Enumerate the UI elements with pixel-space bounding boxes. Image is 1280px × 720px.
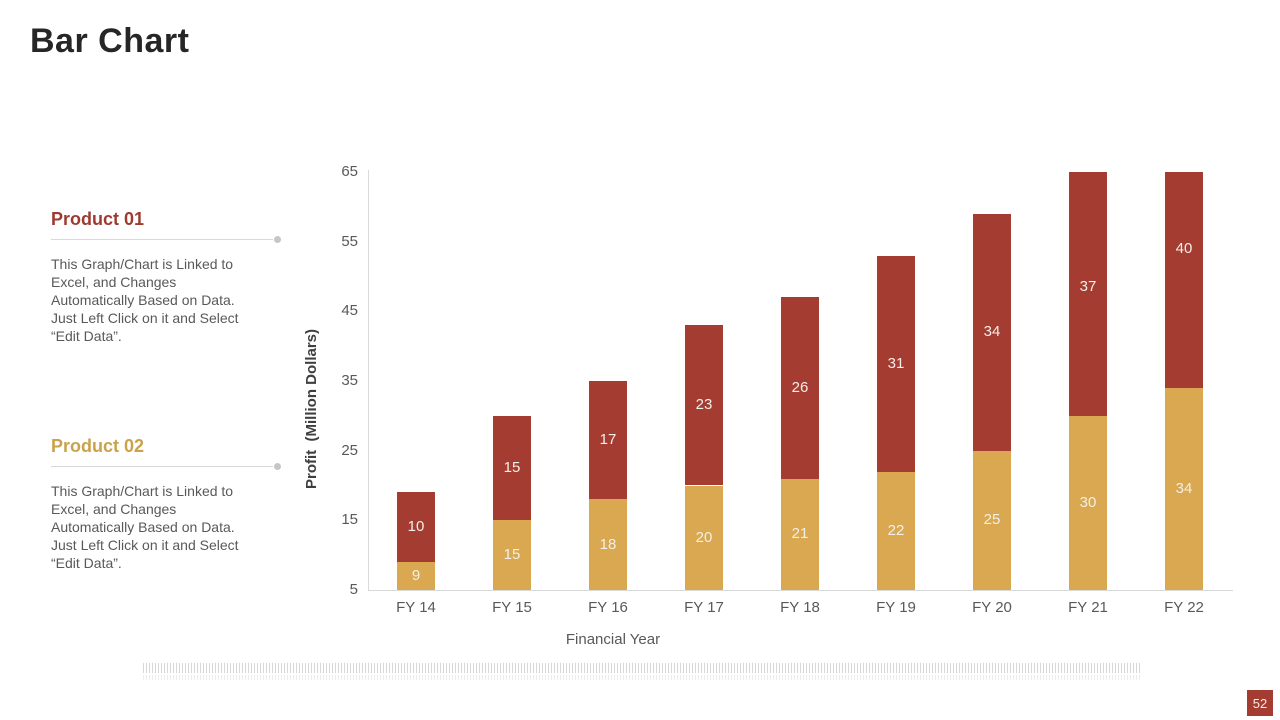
x-category-label: FY 17 <box>684 599 724 616</box>
x-category-label: FY 19 <box>876 599 916 616</box>
bar-value-label: 25 <box>983 511 1001 529</box>
y-tick-label: 15 <box>341 511 358 529</box>
slide-title: Bar Chart <box>30 22 190 60</box>
y-tick-label: 65 <box>341 163 358 180</box>
bar-segment-product01[interactable] <box>973 213 1011 451</box>
y-axis-title: Profit (Million Dollars) <box>303 329 320 489</box>
product-01-description: This Graph/Chart is Linked to Excel, and… <box>51 256 239 344</box>
x-category-label: FY 18 <box>780 599 820 616</box>
decorative-separator <box>143 663 1140 673</box>
x-category-label: FY 16 <box>588 599 628 616</box>
bar-value-label: 23 <box>695 396 713 414</box>
bar-segment-product02[interactable] <box>685 485 723 590</box>
bar-segment-product01[interactable] <box>877 255 915 472</box>
page-number-badge: 52 <box>1247 690 1273 716</box>
bar-value-label: 40 <box>1175 239 1193 257</box>
bar-value-label: 34 <box>983 323 1001 341</box>
stacked-bar-chart[interactable]: Profit (Million Dollars) Financial Year … <box>290 150 1240 655</box>
bar-segment-product02[interactable] <box>1165 387 1203 590</box>
bar-value-label: 18 <box>599 535 617 553</box>
divider-dot <box>274 236 281 243</box>
bar-segment-product01[interactable] <box>493 415 531 521</box>
divider-dot <box>274 463 281 470</box>
x-category-label: FY 20 <box>972 599 1012 616</box>
bar-value-label: 34 <box>1175 479 1193 497</box>
bar-value-label: 20 <box>695 528 713 546</box>
bar-segment-product01[interactable] <box>589 381 627 500</box>
y-tick-label: 55 <box>341 232 358 250</box>
bar-segment-product02[interactable] <box>589 499 627 590</box>
x-axis-title: Financial Year <box>565 631 661 648</box>
bar-value-label: 17 <box>599 431 617 449</box>
x-category-label: FY 21 <box>1068 599 1108 616</box>
product-02-note: Product 02 This Graph/Chart is Linked to… <box>51 436 281 572</box>
x-category-label: FY 15 <box>492 599 532 616</box>
bar-segment-product02[interactable] <box>781 478 819 590</box>
bar-value-label: 31 <box>887 354 905 372</box>
bar-segment-product02[interactable] <box>493 520 531 590</box>
y-tick-label: 5 <box>349 581 358 598</box>
divider-line <box>51 236 281 243</box>
x-category-label: FY 14 <box>396 599 436 616</box>
bar-value-label: 15 <box>503 546 521 564</box>
product-01-note: Product 01 This Graph/Chart is Linked to… <box>51 209 281 345</box>
bar-value-label: 37 <box>1079 277 1097 295</box>
product-02-heading: Product 02 <box>51 436 145 456</box>
x-axis-line <box>368 590 1233 591</box>
bar-segment-product02[interactable] <box>973 450 1011 590</box>
bar-segment-product01[interactable] <box>781 297 819 479</box>
x-category-label: FY 22 <box>1164 599 1204 616</box>
product-01-heading: Product 01 <box>51 209 145 229</box>
y-tick-label: 25 <box>341 441 358 459</box>
bar-segment-product02[interactable] <box>397 562 435 590</box>
bar-segment-product02[interactable] <box>877 471 915 590</box>
product-02-description: This Graph/Chart is Linked to Excel, and… <box>51 483 239 571</box>
bar-value-label: 26 <box>791 378 809 396</box>
divider-line <box>51 463 281 470</box>
bar-segment-product02[interactable] <box>1069 415 1107 590</box>
bar-segment-product01[interactable] <box>1165 172 1203 388</box>
bar-value-label: 22 <box>887 521 905 539</box>
bar-segment-product01[interactable] <box>397 492 435 563</box>
y-tick-label: 45 <box>341 302 358 320</box>
bar-value-label: 30 <box>1079 493 1097 511</box>
decorative-separator-shadow <box>143 675 1140 680</box>
bar-segment-product01[interactable] <box>685 325 723 486</box>
bar-value-label: 9 <box>411 567 421 585</box>
bar-value-label: 10 <box>407 518 425 536</box>
bar-value-label: 15 <box>503 459 521 477</box>
y-tick-label: 35 <box>341 372 358 389</box>
bar-segment-product01[interactable] <box>1069 172 1107 416</box>
bar-value-label: 21 <box>791 525 809 543</box>
y-axis-line <box>368 170 369 591</box>
